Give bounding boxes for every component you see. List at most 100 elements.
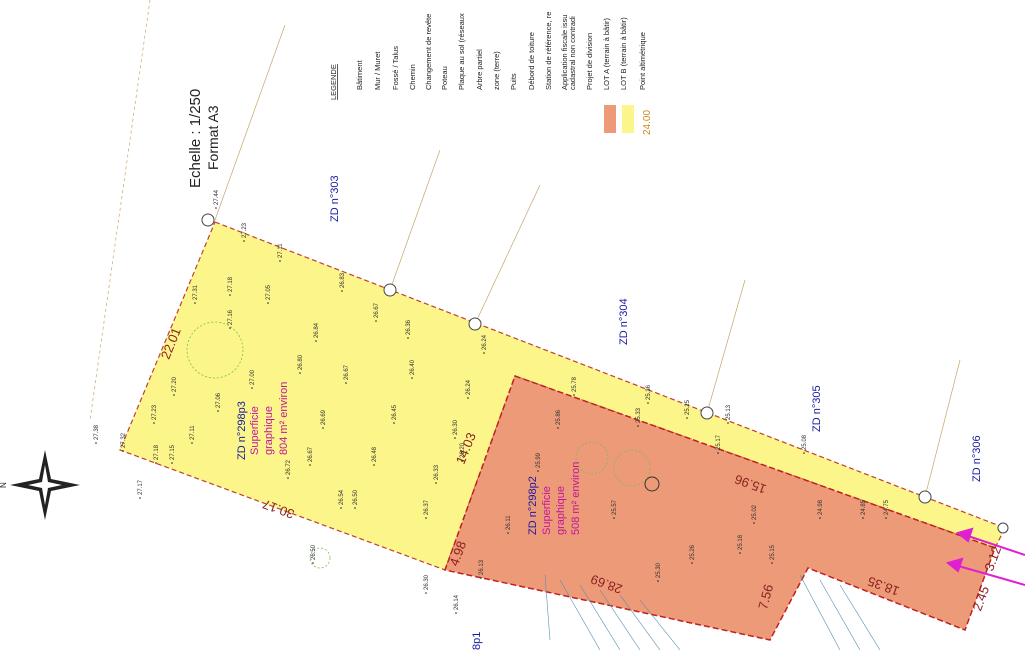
- elevation-point: [194, 302, 196, 304]
- legend-item: LOT B (terrain à bâtir): [619, 17, 628, 90]
- elevation-point: [480, 577, 482, 579]
- elevation-label: 25.99: [536, 452, 542, 468]
- elevation-label: 27.17: [138, 479, 144, 495]
- elevation-label: 25.86: [556, 409, 562, 425]
- elevation-point: [309, 464, 311, 466]
- elevation-label: 26.69: [321, 409, 327, 425]
- lot-area: 508 m² environ: [570, 462, 582, 535]
- boundary-line: [924, 359, 961, 498]
- elevation-label: 25.33: [636, 407, 642, 423]
- elevation-point: [354, 507, 356, 509]
- elevation-label: 25.13: [726, 404, 732, 420]
- hatch: [799, 574, 841, 650]
- elevation-point: [557, 427, 559, 429]
- hatch: [599, 589, 641, 650]
- station: [700, 406, 714, 420]
- elevations: 27.44 27.23 27.11 27.18 27.05 26.83 27.31 27.16…: [94, 189, 890, 614]
- elevation-label: 27.05: [266, 284, 272, 300]
- elevation-label: 27.18: [154, 444, 160, 460]
- station: [201, 213, 215, 227]
- elevation-point: [425, 517, 427, 519]
- elevation-label: 26.30: [453, 419, 459, 435]
- elevation-label: 25.26: [690, 544, 696, 560]
- tree: [309, 547, 331, 569]
- arrow-head: [945, 557, 964, 573]
- elevation-label: 26.83: [340, 272, 346, 288]
- parcel-label: ZD n°304: [618, 298, 630, 345]
- elevation-label: 26.36: [406, 319, 412, 335]
- legend-item: Fossé / Talus: [391, 46, 400, 90]
- elevation-point: [267, 302, 269, 304]
- elevation-label: 27.31: [193, 284, 199, 300]
- elevation-label: 27.44: [214, 189, 220, 205]
- elevation-label: 27.16: [228, 309, 234, 325]
- elevation-label: 25.57: [612, 499, 618, 515]
- background-lines: [89, 0, 961, 498]
- elevation-label: 24.85: [861, 499, 867, 515]
- elevation-label: 24.75: [884, 499, 890, 515]
- elevation-point: [461, 460, 463, 462]
- elevation-point: [229, 327, 231, 329]
- elevation-label: 27.11: [278, 243, 284, 258]
- elevation-label: 25.17: [716, 434, 722, 450]
- elevation-label: 26.67: [344, 364, 350, 380]
- elevation-point: [312, 562, 314, 564]
- elevation-label: 25.18: [738, 534, 744, 550]
- legend-item: zone (terre): [492, 51, 501, 90]
- elevation-point: [753, 522, 755, 524]
- elevation-point: [803, 452, 805, 454]
- elevation-point: [771, 562, 773, 564]
- legend-item: Bâtiment: [355, 59, 364, 90]
- elevation-label: 27.18: [228, 276, 234, 292]
- elevation-point: [279, 260, 281, 262]
- station: [468, 317, 482, 331]
- elevation-label: 26.50: [353, 489, 359, 505]
- elevation-point: [375, 320, 377, 322]
- legend-sample: 24.00: [642, 110, 653, 135]
- boundary-line: [89, 0, 151, 421]
- elevation-label: 25.30: [656, 562, 662, 578]
- tree: [575, 441, 609, 475]
- elevation-label: 25.02: [752, 504, 758, 520]
- elevation-point: [739, 552, 741, 554]
- elevation-point: [613, 517, 615, 519]
- elevation-label: 26.11: [506, 515, 512, 530]
- elevation-point: [153, 422, 155, 424]
- trees: [186, 321, 651, 569]
- elevation-label: 27.00: [250, 369, 256, 385]
- arrow: [964, 534, 1025, 556]
- elevation-label: 26.45: [392, 404, 398, 420]
- elevation-label: 26.24: [482, 334, 488, 350]
- elevation-point: [686, 417, 688, 419]
- lot-text: Superficie: [249, 406, 261, 455]
- legend-item: Arbre partiel: [475, 49, 484, 90]
- legend-item: Station de référence, re: [544, 12, 553, 90]
- elevation-point: [393, 422, 395, 424]
- tree-zone: [186, 321, 244, 379]
- arrows: [945, 527, 1025, 586]
- elevation-label: 27.20: [172, 376, 178, 392]
- hatch: [544, 574, 551, 641]
- elevation-point: [122, 450, 124, 452]
- elevation-point: [287, 477, 289, 479]
- elevation-point: [657, 580, 659, 582]
- elevation-label: 25.36: [646, 384, 652, 400]
- elevation-label: 24.98: [818, 499, 824, 515]
- well: [644, 476, 660, 492]
- boundary-line: [389, 149, 441, 291]
- elevation-label: 26.14: [454, 594, 460, 610]
- elevation-point: [345, 382, 347, 384]
- elevation-label: 26.84: [314, 322, 320, 338]
- elevation-point: [315, 340, 317, 342]
- elevation-point: [435, 482, 437, 484]
- parcel-label: 8p1: [471, 632, 483, 650]
- legend-item: Changement de revête: [424, 14, 433, 90]
- legend-swatch: [604, 105, 616, 133]
- parcel-label: ZD n°303: [329, 175, 341, 222]
- lot-text: graphique: [555, 486, 567, 535]
- lot-a: [444, 375, 996, 641]
- elevation-point: [191, 442, 193, 444]
- arrow: [954, 564, 1025, 586]
- elevation-label: 26.80: [298, 354, 304, 370]
- hatch: [619, 594, 661, 650]
